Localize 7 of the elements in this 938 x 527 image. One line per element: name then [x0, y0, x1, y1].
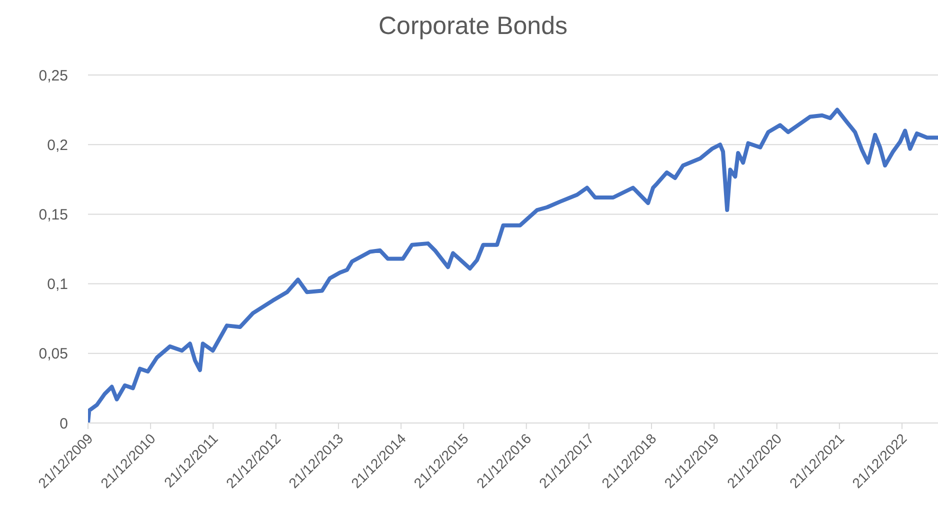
- y-tick-label: 0,1: [47, 276, 68, 294]
- chart-title: Corporate Bonds: [377, 12, 568, 41]
- y-tick-label: 0,05: [38, 346, 68, 363]
- y-tick-label: 0,15: [38, 206, 68, 224]
- y-tick-label: 0,25: [38, 67, 68, 84]
- y-tick-label: 0: [60, 415, 68, 432]
- y-tick-label: 0,2: [47, 136, 68, 154]
